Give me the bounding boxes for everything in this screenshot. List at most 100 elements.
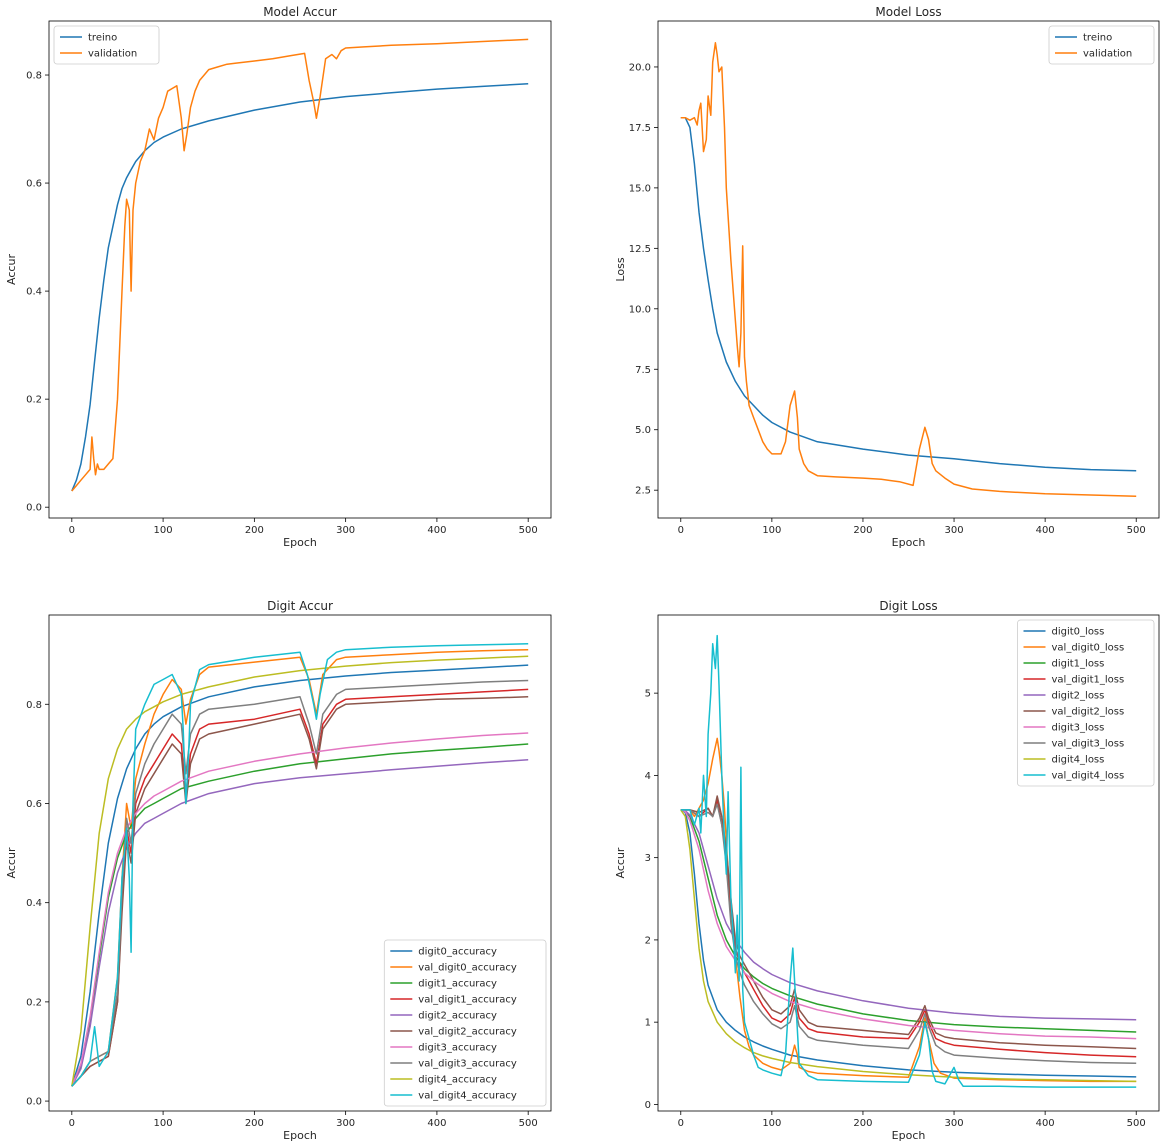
legend-entry: digit2_loss xyxy=(1052,691,1105,702)
x-tick-label: 500 xyxy=(1127,525,1146,536)
legend-entry: digit4_accuracy xyxy=(418,1075,497,1086)
y-tick-label: 0 xyxy=(645,1100,651,1111)
legend-entry: digit0_loss xyxy=(1052,627,1105,638)
series-line-digit4_accuracy xyxy=(71,655,529,1087)
series-line-digit0_accuracy xyxy=(71,664,529,1087)
y-tick-label: 17.5 xyxy=(629,123,651,134)
series-line-digit2_loss xyxy=(680,809,1137,1021)
y-tick-label: 4 xyxy=(645,771,651,782)
legend-entry: digit1_accuracy xyxy=(418,979,497,990)
y-tick-label: 0.0 xyxy=(26,1097,42,1108)
chart-title: Digit Loss xyxy=(879,599,937,613)
y-tick-label: 0.4 xyxy=(26,898,42,909)
series-line-val_digit0_loss xyxy=(680,737,1137,1083)
axes-frame xyxy=(657,614,1160,1112)
y-axis-label: Accur xyxy=(5,254,18,285)
x-tick-label: 400 xyxy=(1036,525,1055,536)
y-tick-label: 12.5 xyxy=(629,244,651,255)
x-tick-label: 100 xyxy=(154,525,173,536)
x-tick-label: 300 xyxy=(336,1118,355,1129)
chart-title: Model Loss xyxy=(875,5,941,19)
y-tick-label: 0.0 xyxy=(26,503,42,514)
series-line-digit2_accuracy xyxy=(71,759,529,1087)
x-tick-label: 200 xyxy=(245,525,264,536)
legend-entry: val_digit0_accuracy xyxy=(418,963,517,974)
legend-entry: treino xyxy=(88,33,117,44)
series-line-digit0_loss xyxy=(680,809,1137,1078)
y-tick-label: 0.4 xyxy=(26,287,42,298)
x-tick-label: 300 xyxy=(336,525,355,536)
legend-entry: val_digit0_loss xyxy=(1052,643,1125,654)
y-tick-label: 5 xyxy=(645,689,651,700)
y-tick-label: 0.6 xyxy=(26,799,42,810)
series-line-digit3_accuracy xyxy=(71,732,529,1087)
y-tick-label: 1 xyxy=(645,1018,651,1029)
legend-entry: validation xyxy=(88,49,137,60)
x-tick-label: 100 xyxy=(762,1118,781,1129)
legend-entry: val_digit1_loss xyxy=(1052,675,1125,686)
x-tick-label: 0 xyxy=(69,1118,75,1129)
series-line-val_digit4_loss xyxy=(680,634,1137,1088)
legend: treino validation xyxy=(1048,25,1155,65)
y-tick-label: 5.0 xyxy=(635,425,651,436)
legend-entry: digit1_loss xyxy=(1052,659,1105,670)
x-tick-label: 100 xyxy=(154,1118,173,1129)
x-tick-label: 0 xyxy=(678,525,684,536)
y-tick-label: 15.0 xyxy=(629,183,651,194)
legend-entry: digit3_accuracy xyxy=(418,1043,497,1054)
y-tick-label: 0.8 xyxy=(26,71,42,82)
series-line-validation xyxy=(680,42,1137,497)
axes-frame xyxy=(657,20,1160,519)
y-axis-label: Accur xyxy=(614,847,627,878)
legend: digit0_accuracy val_digit0_accuracy digit1… xyxy=(383,939,547,1107)
x-tick-label: 400 xyxy=(1036,1118,1055,1129)
chart-title: Model Accur xyxy=(263,5,337,19)
x-tick-label: 300 xyxy=(944,525,963,536)
x-axis-label: Epoch xyxy=(283,1129,317,1142)
legend-entry: val_digit3_loss xyxy=(1052,739,1125,750)
x-tick-label: 500 xyxy=(519,1118,538,1129)
x-axis-label: Epoch xyxy=(283,536,317,549)
y-tick-label: 3 xyxy=(645,853,651,864)
series-line-val_digit3_loss xyxy=(680,803,1137,1065)
legend-entry: val_digit3_accuracy xyxy=(418,1059,517,1070)
series-line-val_digit2_accuracy xyxy=(71,696,529,1087)
chart-title: Digit Accur xyxy=(267,599,333,613)
legend-entry: digit0_accuracy xyxy=(418,947,497,958)
x-tick-label: 0 xyxy=(678,1118,684,1129)
axes-frame xyxy=(48,20,552,519)
series-line-val_digit2_loss xyxy=(680,795,1137,1050)
x-axis-label: Epoch xyxy=(892,1129,926,1142)
series-line-digit1_loss xyxy=(680,809,1137,1033)
x-tick-label: 500 xyxy=(519,525,538,536)
model-loss-chart: 0 100 200 300 400 500 2.5 5.0 7.5 10.0 12.5 15.0 17.… xyxy=(614,5,1160,549)
x-tick-label: 200 xyxy=(245,1118,264,1129)
legend: treino validation xyxy=(53,25,160,65)
legend-entry: digit2_accuracy xyxy=(418,1011,497,1022)
legend-entry: val_digit2_loss xyxy=(1052,707,1125,718)
x-axis-label: Epoch xyxy=(892,536,926,549)
digit-loss-chart: 0 100 200 300 400 500 0 1 2 3 4 5 Digit Loss Epoch Acc… xyxy=(614,599,1160,1142)
series-line-val_digit4_accuracy xyxy=(71,643,529,1087)
y-tick-label: 0.2 xyxy=(26,395,42,406)
x-tick-label: 400 xyxy=(427,1118,446,1129)
y-tick-label: 2 xyxy=(645,935,651,946)
series-line-treino xyxy=(71,82,529,492)
legend-entry: val_digit4_accuracy xyxy=(418,1091,517,1102)
legend-entry: val_digit1_accuracy xyxy=(418,995,517,1006)
x-tick-label: 100 xyxy=(762,525,781,536)
x-tick-label: 200 xyxy=(853,1118,872,1129)
series-line-digit3_loss xyxy=(680,809,1137,1040)
model-accur-chart: 0 100 200 300 400 500 0.0 0.2 0.4 0.6 0.8 Model Acc… xyxy=(5,5,552,549)
y-axis-label: Accur xyxy=(5,847,18,878)
y-tick-label: 2.5 xyxy=(635,486,651,497)
x-tick-label: 400 xyxy=(427,525,446,536)
digit-accur-chart: 0 100 200 300 400 500 0.0 0.2 0.4 0.6 0.8 Digit Acc… xyxy=(5,599,552,1142)
x-tick-label: 300 xyxy=(944,1118,963,1129)
y-tick-label: 7.5 xyxy=(635,365,651,376)
x-tick-label: 200 xyxy=(853,525,872,536)
legend-entry: val_digit4_loss xyxy=(1052,771,1125,782)
legend-entry: validation xyxy=(1083,49,1132,60)
series-line-treino xyxy=(680,116,1137,472)
